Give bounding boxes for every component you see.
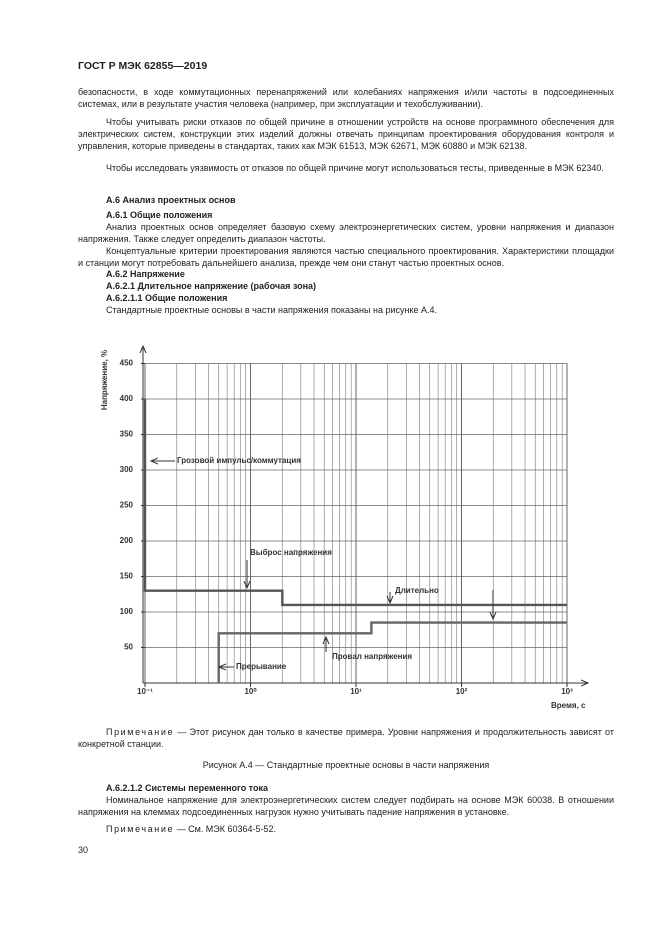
y-tick-label: 450 — [120, 359, 134, 368]
data-line — [143, 399, 567, 607]
y-tick-label: 250 — [120, 501, 134, 510]
y-tick-label: 400 — [120, 394, 134, 403]
note-label: Примечание — [106, 824, 175, 834]
data-line — [217, 621, 567, 683]
x-tick-label: 10⁻¹ — [137, 687, 153, 696]
heading: А.6.1 Общие положения — [106, 210, 213, 220]
annotation: Грозовой импульс/коммутация — [177, 456, 301, 465]
y-tick-label: 350 — [120, 430, 134, 439]
paragraph: Номинальное напряжение для электроэнерге… — [78, 795, 614, 817]
header-title: ГОСТ Р МЭК 62855—2019 — [78, 60, 208, 72]
figure-caption: Рисунок А.4 — Стандартные проектные осно… — [202, 760, 490, 770]
heading: А.6 Анализ проектных основ — [106, 195, 236, 205]
x-tick-label: 10³ — [561, 687, 573, 696]
x-tick-label: 10¹ — [350, 687, 362, 696]
annotation: Прерывание — [236, 662, 287, 671]
paragraph: Концептуальные критерии проектирования я… — [78, 246, 614, 268]
y-tick-label: 50 — [124, 643, 133, 652]
paragraph: Чтобы исследовать уязвимость от отказов … — [106, 163, 604, 173]
heading: А.6.2.1.1 Общие положения — [106, 293, 228, 303]
heading: А.6.2.1.2 Системы переменного тока — [106, 783, 268, 793]
heading: А.6.2.1 Длительное напряжение (рабочая з… — [106, 281, 317, 291]
note: Примечание — См. МЭК 60364-5-52. — [78, 823, 614, 835]
y-tick-label: 300 — [120, 465, 134, 474]
y-axis-label: Напряжение, % — [100, 350, 109, 410]
note-text: — См. МЭК 60364-5-52. — [176, 824, 277, 834]
paragraph: Стандартные проектные основы в части нап… — [106, 305, 438, 315]
annotation: Длительно — [395, 586, 439, 595]
x-axis-label: Время, с — [551, 701, 586, 710]
paragraph: Анализ проектных основ определяет базову… — [78, 222, 614, 244]
note-label: Примечание — [106, 727, 175, 737]
x-tick-label: 10² — [456, 687, 468, 696]
paragraph: Чтобы учитывать риски отказов по общей п… — [78, 117, 614, 151]
paragraph: безопасности, в ходе коммутационных пере… — [78, 87, 614, 109]
annotation: Провал напряжения — [332, 652, 412, 661]
note-text: — Этот рисунок дан только в качестве при… — [78, 727, 614, 749]
x-tick-label: 10⁰ — [244, 687, 257, 696]
page-number: 30 — [78, 845, 89, 855]
y-tick-label: 150 — [120, 572, 134, 581]
y-tick-label: 200 — [120, 536, 134, 545]
annotation: Выброс напряжения — [250, 548, 332, 557]
heading: А.6.2 Напряжение — [106, 269, 185, 279]
y-tick-label: 100 — [120, 607, 134, 616]
note: Примечание — Этот рисунок дан только в к… — [78, 726, 614, 750]
